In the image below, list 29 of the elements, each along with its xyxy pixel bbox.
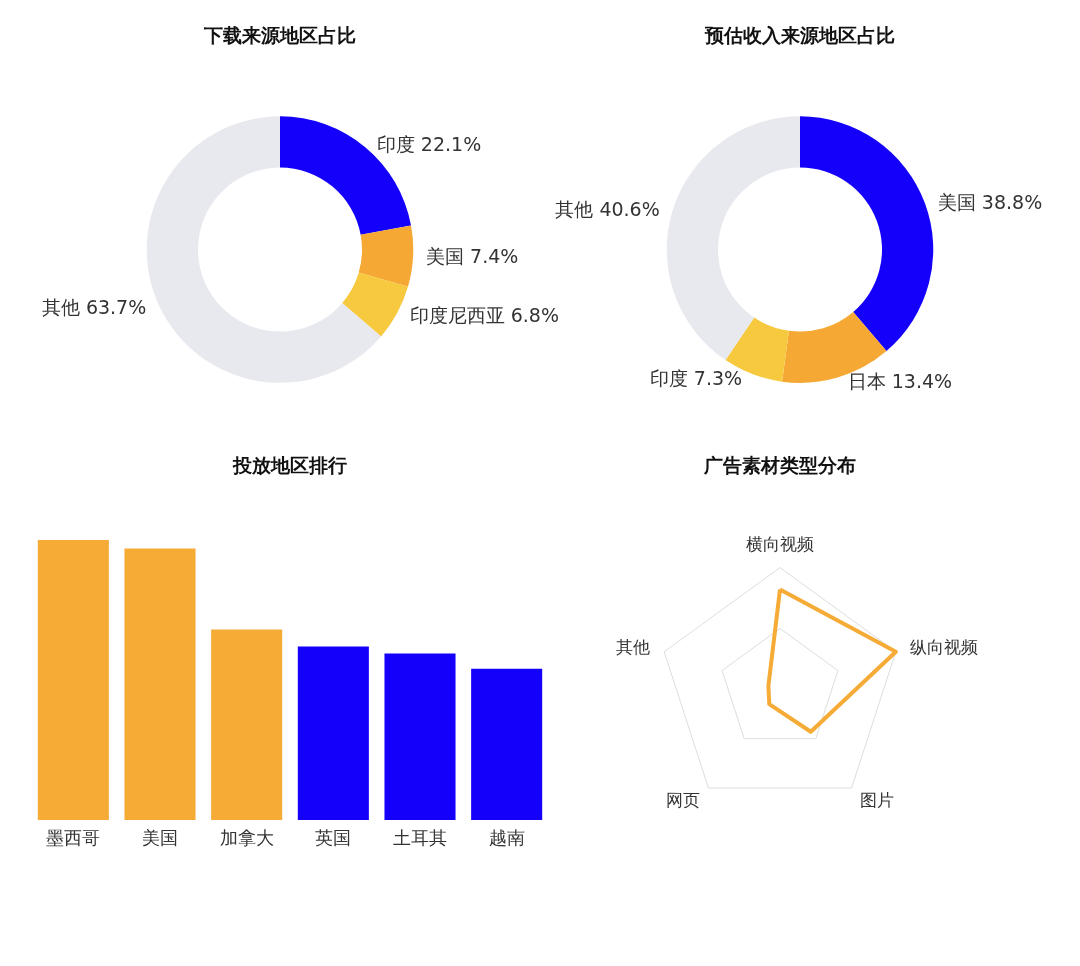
slice-label: 印度尼西亚 6.8% bbox=[409, 303, 559, 326]
x-tick-label: 越南 bbox=[488, 826, 525, 848]
x-tick-label: 土耳其 bbox=[393, 826, 447, 848]
chart-title: 广告素材类型分布 bbox=[703, 453, 856, 476]
bar bbox=[384, 653, 456, 820]
bar bbox=[211, 629, 283, 820]
spoke-label: 纵向视频 bbox=[910, 637, 979, 658]
x-tick-label: 加拿大 bbox=[219, 826, 274, 848]
slice-label: 印度 22.1% bbox=[376, 133, 482, 156]
slice-label: 印度 7.3% bbox=[649, 366, 743, 389]
chart-title: 下载来源地区占比 bbox=[203, 23, 356, 46]
bar bbox=[297, 646, 369, 820]
spoke-label: 其他 bbox=[615, 637, 650, 658]
slice-label: 美国 38.8% bbox=[937, 191, 1043, 214]
slice-label: 日本 13.4% bbox=[847, 370, 953, 393]
slice-label: 其他 63.7% bbox=[41, 295, 147, 318]
chart-title: 投放地区排行 bbox=[232, 453, 347, 476]
bar bbox=[471, 668, 543, 820]
slice-label: 美国 7.4% bbox=[426, 245, 519, 268]
x-tick-label: 英国 bbox=[315, 826, 352, 848]
spoke-label: 横向视频 bbox=[746, 534, 814, 555]
bar bbox=[124, 548, 196, 820]
spoke-label: 网页 bbox=[665, 790, 700, 811]
bar bbox=[37, 540, 109, 820]
slice-label: 其他 40.6% bbox=[555, 198, 660, 221]
spoke-label: 图片 bbox=[860, 790, 895, 811]
chart-title: 预估收入来源地区占比 bbox=[704, 23, 895, 46]
x-tick-label: 墨西哥 bbox=[46, 826, 101, 848]
x-tick-label: 美国 bbox=[142, 826, 178, 848]
